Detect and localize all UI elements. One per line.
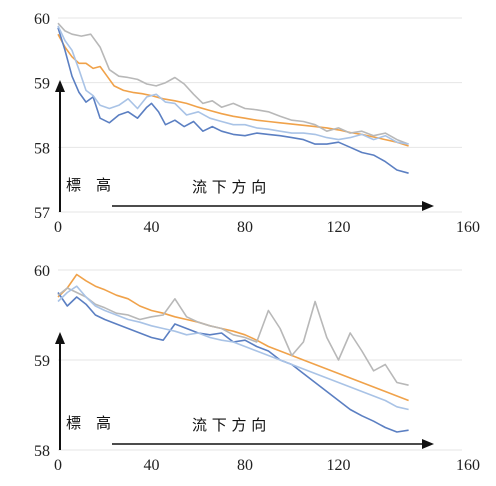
series-line-3 <box>57 287 409 386</box>
elevation-label: 標 高 <box>66 414 111 432</box>
x-tick-label: 80 <box>237 219 253 236</box>
y-tick-label: 59 <box>34 76 50 93</box>
chart-1: 57 58 59 60 0 40 80 120 160 標 高 流 下 方 向 <box>34 11 480 236</box>
flow-arrow-head <box>422 201 434 211</box>
series-line-3 <box>57 22 409 145</box>
x-tick-label: 80 <box>237 457 253 474</box>
x-tick-label: 0 <box>54 457 62 474</box>
y-tick-label: 60 <box>34 263 50 280</box>
series-line-2 <box>57 27 409 174</box>
x-tick-label: 40 <box>144 219 160 236</box>
y-tick-label: 60 <box>34 11 50 28</box>
x-tick-label: 160 <box>456 219 480 236</box>
x-tick-label: 120 <box>327 219 351 236</box>
series-line-1 <box>57 33 409 147</box>
elevation-arrow-head <box>55 80 65 92</box>
y-tick-label: 57 <box>34 205 50 222</box>
series-line-4 <box>57 285 409 411</box>
elevation-label: 標 高 <box>66 176 111 194</box>
y-tick-label: 58 <box>34 140 50 157</box>
chart-2: 58 59 60 0 40 80 120 160 標 高 流 下 方 向 <box>34 263 480 474</box>
series-line-4 <box>57 25 409 145</box>
y-tick-label: 58 <box>34 443 50 460</box>
series-line-1 <box>57 273 409 402</box>
x-tick-label: 120 <box>327 457 351 474</box>
x-tick-label: 0 <box>54 219 62 236</box>
flow-direction-label: 流 下 方 向 <box>192 416 266 434</box>
x-tick-label: 160 <box>456 457 480 474</box>
series-line-2 <box>57 292 409 433</box>
x-tick-label: 40 <box>144 457 160 474</box>
elevation-arrow-head <box>55 332 65 344</box>
flow-arrow-head <box>422 439 434 449</box>
y-tick-label: 59 <box>34 353 50 370</box>
flow-direction-label: 流 下 方 向 <box>192 178 266 196</box>
